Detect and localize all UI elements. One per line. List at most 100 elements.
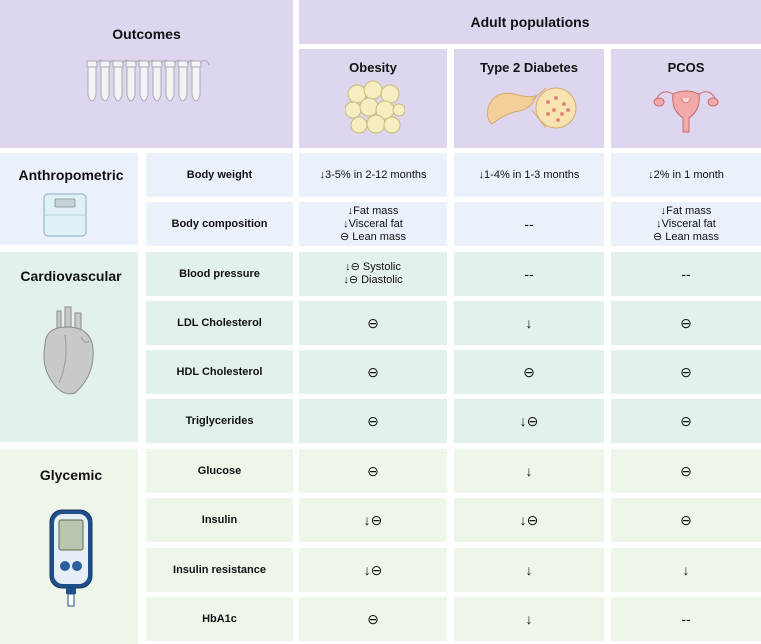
cell-t2d: ↓ [454,548,604,592]
cell-pcos: -- [611,597,761,641]
row-label: Insulin resistance [146,548,293,592]
cardiovascular-title: Cardiovascular [20,268,122,284]
cell-text: ⊖ [367,363,379,380]
heart-icon [43,306,94,395]
cell-line: ↓Visceral fat [343,217,403,230]
cell-text: ↓3-5% in 2-12 months [319,168,427,181]
cell-text: ↓⊖ [519,511,539,528]
cell-t2d: ↓⊖ [454,498,604,542]
cell-text: ⊖ [680,363,692,380]
cell-pcos: ⊖ [611,498,761,542]
glycemic-title: Glycemic [39,467,103,483]
row-label-text: Insulin [201,514,238,526]
cell-text: ⊖ [367,610,379,627]
uterus-icon [653,90,719,133]
cell-line: ↓⊖ Systolic [345,261,401,273]
test-tubes-icon [86,59,210,102]
cell-line: ⊖ Lean mass [339,230,407,243]
cell-pcos: ⊖ [611,399,761,443]
cell-pcos: ↓ [611,548,761,592]
cell-text: ⊖ [367,314,379,331]
row-label-text: HbA1c [202,613,237,625]
t2d-title: Type 2 Diabetes [479,60,579,75]
adult-populations-header: Adult populations [299,0,761,44]
cell-pcos: ⊖ [611,350,761,394]
cell-text: ⊖ [680,314,692,331]
row-label-text: Triglycerides [185,415,254,427]
cell-pcos: ↓2% in 1 month [611,153,761,197]
row-label: Blood pressure [146,252,293,296]
cell-obesity: ⊖ [299,301,447,345]
cell-line: ↓⊖ Diastolic [343,274,403,286]
glucometer-icon [49,509,93,607]
cell-pcos: -- [611,252,761,296]
cell-t2d: ↓1-4% in 1-3 months [454,153,604,197]
cell-obesity: ↓⊖ [299,548,447,592]
cell-t2d: ⊖ [454,350,604,394]
cell-line: ↓Visceral fat [656,217,716,230]
cell-text: ⊖ [523,363,535,380]
fat-cells-icon [345,80,405,134]
pancreas-icon [487,87,577,129]
row-label: Body composition [146,202,293,246]
row-label: Body weight [146,153,293,197]
cell-text: -- [681,610,691,627]
row-label-text: LDL Cholesterol [177,317,262,329]
row-label-text: Body weight [186,169,253,181]
row-label-text: Insulin resistance [173,564,266,576]
row-label: HDL Cholesterol [146,350,293,394]
cell-obesity: ↓3-5% in 2-12 months [299,153,447,197]
obesity-title: Obesity [349,60,397,75]
outcomes-title: Outcomes [112,26,181,42]
cell-text: -- [524,265,534,282]
cell-t2d: ↓ [454,449,604,493]
cell-text: ⊖ [680,511,692,528]
cell-t2d: ↓⊖ [454,399,604,443]
row-label: LDL Cholesterol [146,301,293,345]
row-label-text: HDL Cholesterol [176,366,263,378]
row-label-text: Glucose [197,465,242,477]
cell-text: ⊖ [367,462,379,479]
cell-text: -- [524,215,534,232]
row-label-text: Blood pressure [179,268,260,280]
cell-obesity: ⊖ [299,597,447,641]
cell-text: ⊖ [367,412,379,429]
scale-icon [43,193,87,237]
cell-text: -- [681,265,691,282]
row-label: HbA1c [146,597,293,641]
row-label-text: Body composition [171,218,268,230]
cell-text: ↓ [525,462,533,479]
cell-text: ↓ [682,561,690,578]
cell-pcos: ⊖ [611,449,761,493]
cell-pcos: ⊖ [611,301,761,345]
cell-text: ⊖ [680,412,692,429]
cell-obesity: ↓Fat mass ↓Visceral fat ⊖ Lean mass [299,202,447,246]
cell-text: ↓⊖ [363,561,383,578]
row-label: Insulin [146,498,293,542]
cell-line: ↓Fat mass [347,204,399,217]
cell-text: ↓⊖ [519,412,539,429]
cell-t2d: ↓ [454,301,604,345]
cell-text: ↓ [525,561,533,578]
row-label: Triglycerides [146,399,293,443]
cell-obesity: ↓⊖ [299,498,447,542]
cell-pcos: ↓Fat mass ↓Visceral fat ⊖ Lean mass [611,202,761,246]
cell-t2d: -- [454,252,604,296]
cell-obesity: ⊖ [299,399,447,443]
cell-obesity: ⊖ [299,449,447,493]
row-label: Glucose [146,449,293,493]
cell-text: ↓⊖ [363,511,383,528]
cell-t2d: ↓ [454,597,604,641]
cell-line: ↓Fat mass [660,204,712,217]
cell-t2d: -- [454,202,604,246]
cell-text: ↓ [525,610,533,627]
cell-line: ⊖ Lean mass [652,230,720,243]
cell-obesity: ⊖ [299,350,447,394]
pcos-title: PCOS [667,60,705,75]
cell-text: ↓1-4% in 1-3 months [478,168,580,181]
cell-text: ⊖ [680,462,692,479]
cell-text: ↓2% in 1 month [648,168,724,181]
cell-text: ↓ [525,314,533,331]
anthropometric-title: Anthropometric [18,167,124,183]
cell-obesity: ↓⊖ Systolic ↓⊖ Diastolic [299,252,447,296]
